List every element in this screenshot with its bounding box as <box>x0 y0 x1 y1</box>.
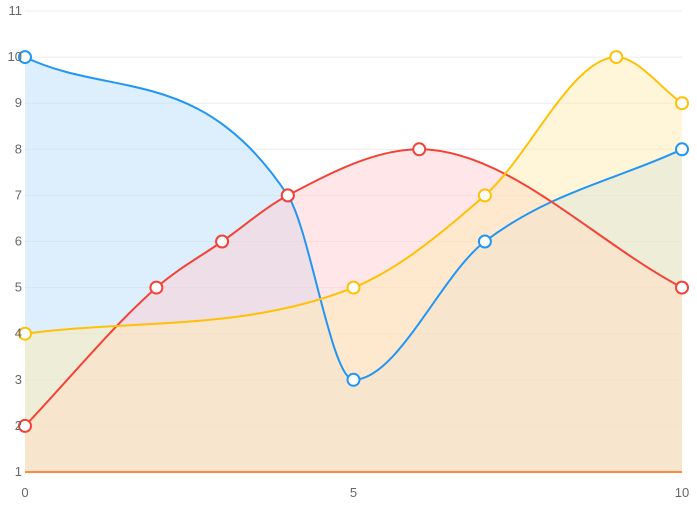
data-points <box>18 50 689 433</box>
data-point <box>215 234 230 249</box>
y-tick-label: 4 <box>15 326 22 341</box>
y-tick-label: 6 <box>15 234 22 249</box>
data-point <box>477 188 492 203</box>
x-tick-label: 5 <box>350 485 357 500</box>
y-tick-label: 8 <box>15 141 22 156</box>
y-tick-label: 10 <box>8 49 22 64</box>
data-point <box>149 280 164 295</box>
y-tick-label: 11 <box>9 3 23 18</box>
data-point <box>346 280 361 295</box>
data-point <box>477 234 492 249</box>
series-2-line <box>24 148 683 427</box>
data-point <box>412 142 427 157</box>
series-3-area <box>25 57 682 472</box>
y-axis: 1 2 3 4 5 6 7 8 9 10 11 <box>8 3 22 479</box>
x-axis: 0 5 10 <box>21 485 689 500</box>
x-tick-label: 0 <box>21 485 28 500</box>
data-point <box>675 142 689 157</box>
data-point <box>280 188 295 203</box>
y-tick-label: 2 <box>15 418 22 433</box>
data-point <box>18 50 32 65</box>
data-point <box>346 372 361 387</box>
data-point <box>675 280 689 295</box>
y-tick-label: 3 <box>15 372 22 387</box>
y-tick-label: 5 <box>15 280 22 295</box>
y-tick-label: 9 <box>15 95 22 110</box>
data-point <box>609 50 624 65</box>
x-tick-label: 10 <box>675 485 689 500</box>
y-tick-label: 1 <box>15 464 22 479</box>
data-point <box>18 418 32 433</box>
y-tick-label: 7 <box>15 187 22 202</box>
data-point <box>675 96 689 111</box>
area-fills <box>25 57 682 473</box>
data-point <box>18 326 32 341</box>
